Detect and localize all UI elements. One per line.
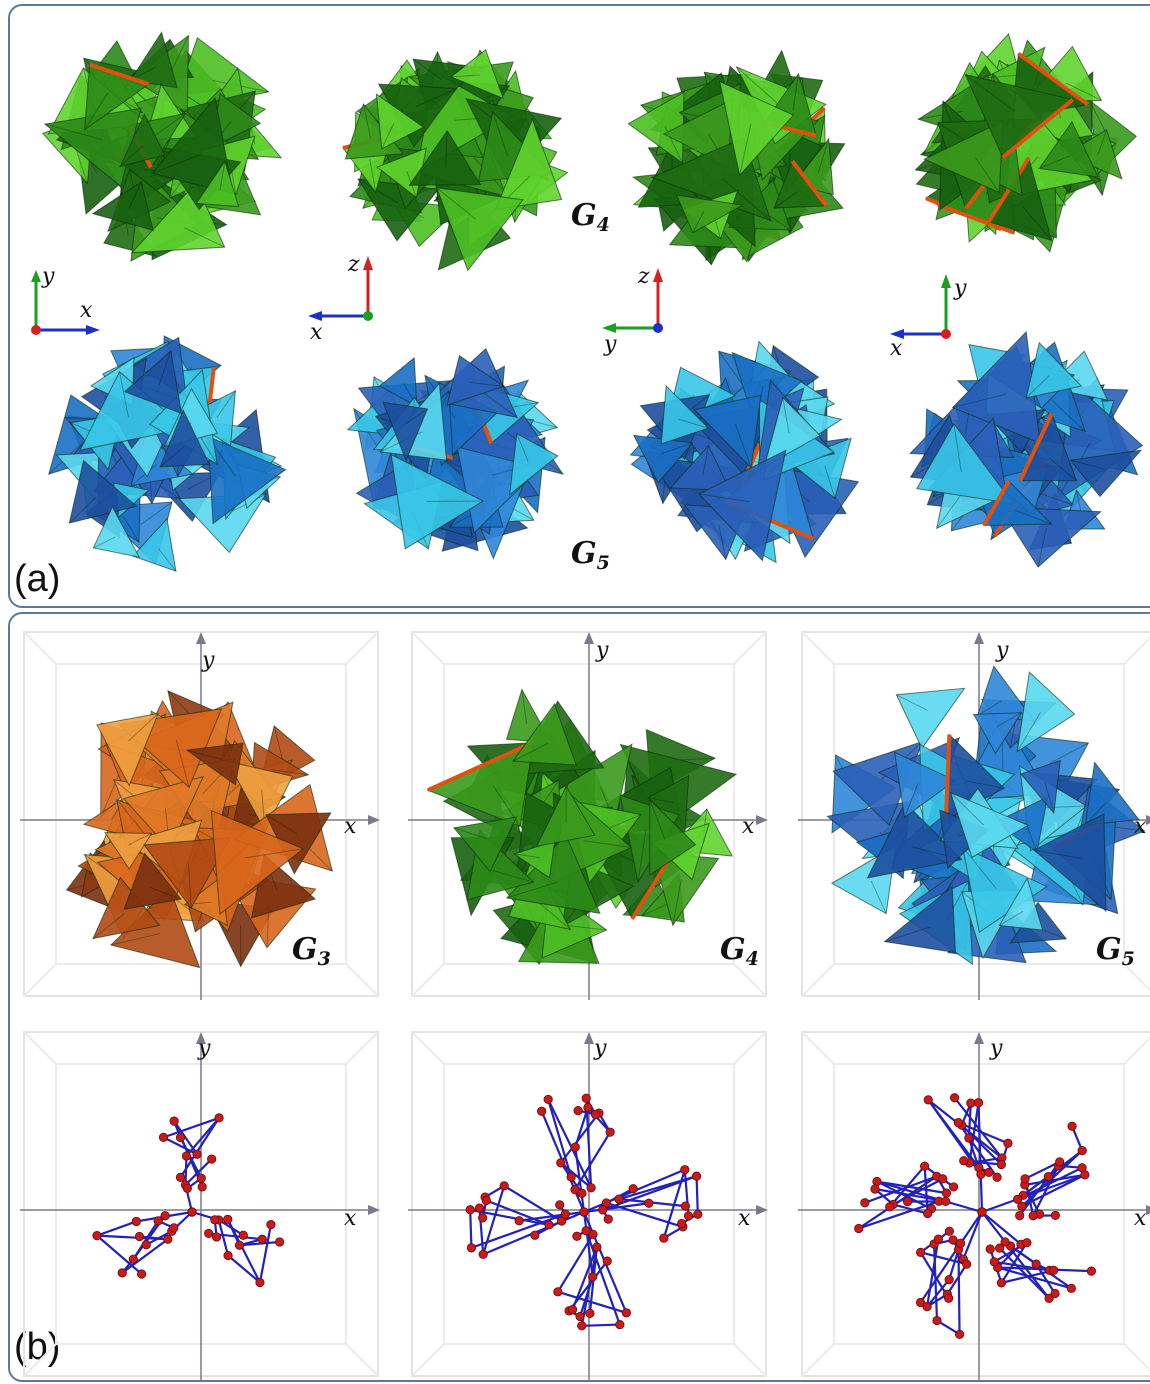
g4-cluster-view-1 [26, 16, 296, 276]
axis-triad-3: z y [594, 256, 694, 357]
g4-polyhedron-view [404, 624, 774, 1004]
g4-cluster-view-3 [614, 24, 864, 294]
axis-triad-2: z x [300, 246, 400, 346]
b-g4-y-label: y [596, 638, 609, 663]
g5-cluster-view-2 [316, 332, 586, 582]
b-g5-y-label: y [996, 638, 1009, 663]
triad-2-v-label: z [348, 252, 360, 277]
g3-label-b: G3 [292, 932, 331, 970]
b-g4-y-label-2: y [594, 1036, 607, 1061]
b-g4-x-label: x [742, 814, 755, 839]
g5-label-b: G5 [1096, 932, 1135, 970]
panel-a: (a) G4 G5 y x z x z y [8, 4, 1150, 608]
g5-cluster-view-4 [890, 322, 1150, 584]
b-g3-y-label-2: y [198, 1036, 211, 1061]
g3-ball-stick-view [16, 1024, 386, 1380]
panel-b: (b) G3 G4 G5 y x y x y x y x y x y x [8, 612, 1150, 1382]
b-g4-x-label-2: x [738, 1206, 751, 1231]
g4-label-b: G4 [720, 932, 759, 970]
g5-label-a: G5 [571, 536, 610, 574]
b-g5-x-label: x [1134, 814, 1147, 839]
triad-4-v-label: y [954, 276, 967, 301]
triad-1-h-label: x [80, 298, 93, 323]
g4-label-a: G4 [571, 198, 610, 236]
g5-ball-stick-view [794, 1024, 1150, 1380]
panel-a-label: (a) [14, 558, 61, 600]
g4-cluster-view-4 [898, 24, 1148, 274]
g5-polyhedron-view [794, 624, 1150, 1004]
axis-triad-1: y x [20, 260, 110, 340]
b-g3-x-label: x [344, 814, 357, 839]
g4-cluster-view-2 [328, 24, 578, 294]
g5-cluster-view-3 [610, 332, 880, 582]
b-g3-y-label: y [202, 648, 215, 673]
triad-1-v-label: y [42, 264, 55, 289]
b-g5-x-label-2: x [1134, 1206, 1147, 1231]
b-g5-y-label-2: y [990, 1036, 1003, 1061]
triad-2-h-label: x [310, 320, 323, 345]
triad-3-h-label: y [604, 332, 617, 357]
g3-polyhedron-view [16, 624, 386, 1004]
g5-cluster-view-1 [30, 324, 300, 594]
b-g3-x-label-2: x [344, 1206, 357, 1231]
g4-ball-stick-view [404, 1024, 774, 1380]
triad-3-v-label: z [638, 264, 650, 289]
axis-triad-4: y x [880, 262, 980, 361]
triad-4-h-label: x [890, 336, 903, 361]
